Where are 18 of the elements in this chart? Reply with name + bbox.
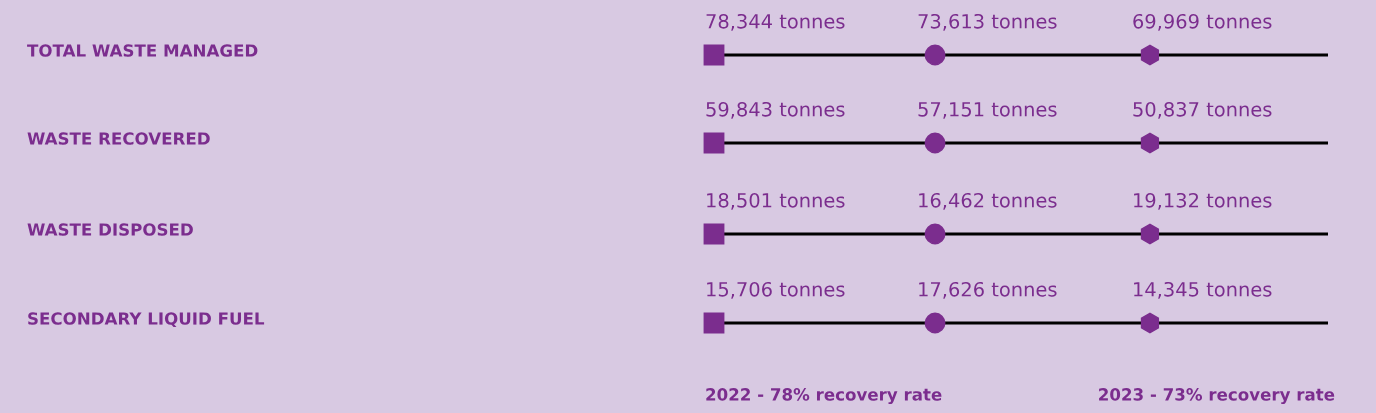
data-label: 73,613 tonnes — [918, 13, 1057, 31]
data-label: 19,132 tonnes — [1134, 192, 1272, 210]
text: 2023 - 73% recovery rate — [1099, 388, 1335, 405]
category-label: SECONDARY LIQUID FUEL — [28, 312, 265, 328]
category-label: WASTE DISPOSED — [27, 223, 193, 236]
data-label: 57,151 tonnes — [918, 102, 1057, 119]
data-label: 78,344 tonnes — [706, 13, 845, 31]
data-label: 17,626 tonnes — [919, 281, 1057, 299]
data-label: 14,345 tonnes — [1134, 281, 1272, 299]
text: 2022 - 78% recovery rate — [706, 388, 942, 405]
data-label: 18,501 tonnes — [707, 192, 845, 210]
data-label: 15,706 tonnes — [707, 281, 845, 299]
data-label: 16,462 tonnes — [919, 192, 1057, 210]
category-label: WASTE RECOVERED — [27, 132, 210, 145]
data-label: 69,969 tonnes — [1133, 13, 1272, 31]
data-label: 59,843 tonnes — [706, 101, 845, 119]
category-label: TOTAL WASTE MANAGED — [27, 44, 258, 57]
data-label: 50,837 tonnes — [1133, 101, 1272, 119]
